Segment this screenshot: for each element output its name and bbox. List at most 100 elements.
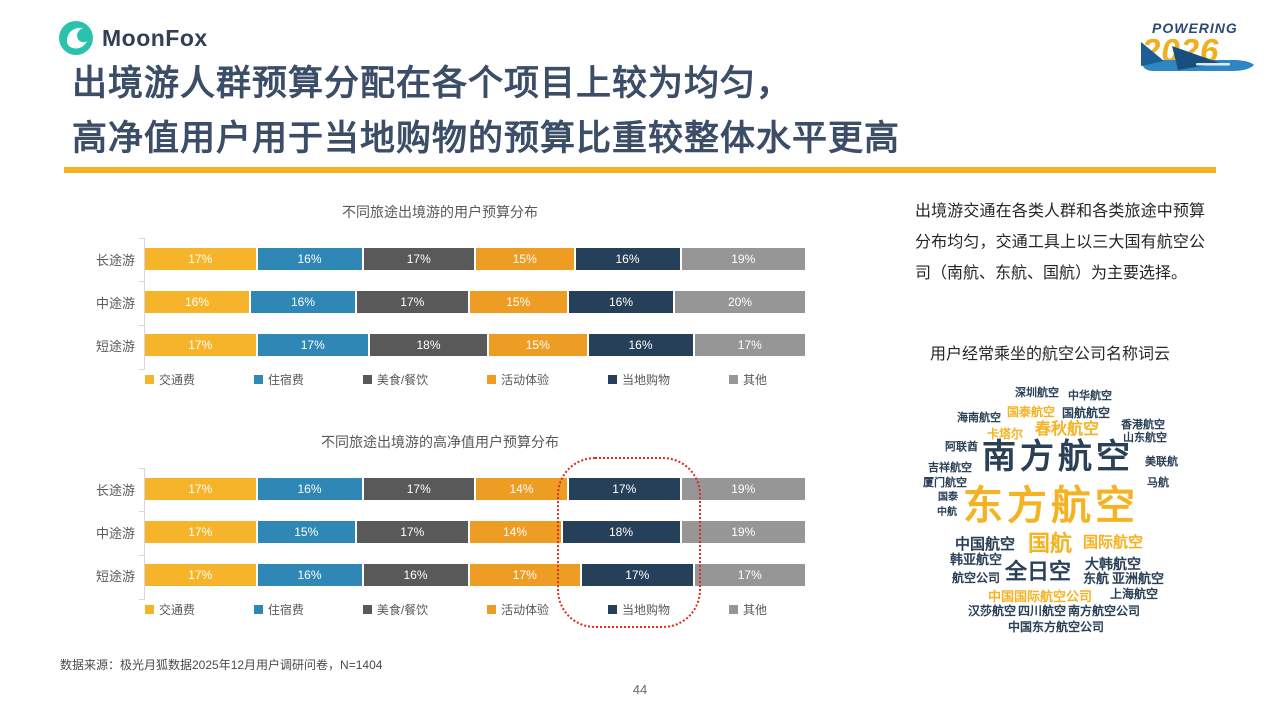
category-label: 中途游 — [95, 295, 135, 311]
bar-segment: 18% — [370, 334, 487, 356]
wordcloud-word: 航空公司 — [952, 571, 1001, 585]
legend-label: 活动体验 — [501, 603, 550, 617]
moonfox-wordmark: MoonFox — [102, 24, 208, 51]
legend-label: 其他 — [742, 373, 767, 387]
page-number: 44 — [632, 682, 648, 697]
legend-item: 美食/餐饮 — [362, 371, 428, 388]
bar-segment: 16% — [588, 334, 693, 356]
bar-segment: 17% — [569, 478, 680, 500]
bar-row: 长途游 17% 16% 17% 14% 17% 19% — [60, 478, 820, 500]
wordcloud-word: 中航 — [937, 507, 957, 518]
bar-segment: 16% — [569, 291, 673, 313]
legend-item: 当地购物 — [608, 371, 670, 388]
legend-swatch — [487, 375, 497, 384]
wordcloud-word: 国际航空 — [1083, 534, 1144, 551]
legend-item: 当地购物 — [608, 601, 670, 618]
bar-segment: 17% — [357, 521, 468, 543]
wordcloud-word: 中国航空 — [955, 536, 1016, 553]
wordcloud-word: 东方航空 — [963, 484, 1139, 528]
legend-swatch — [145, 375, 154, 384]
powering-2026-logo: POWERING 2026 — [1138, 16, 1258, 78]
legend-item: 住宿费 — [253, 601, 304, 618]
airplane-icon — [1141, 42, 1254, 71]
bar-segment: 15% — [489, 334, 587, 356]
category-label: 中途游 — [95, 525, 135, 541]
bar-track: 17% 16% 17% 14% 17% 19% — [145, 478, 805, 500]
bar-segment: 17% — [694, 334, 805, 356]
chart-hnw-budget: 不同旅途出境游的高净值用户预算分布 长途游 17% 16% 17% 14% 17% 19% 中… — [60, 430, 820, 622]
bar-segment: 17% — [145, 334, 256, 356]
bar-segment: 15% — [257, 521, 355, 543]
wordcloud-word: 国泰 — [938, 492, 958, 503]
legend-item: 活动体验 — [487, 601, 549, 618]
wordcloud-word: 大韩航空 — [1085, 556, 1141, 572]
bar-segment: 17% — [145, 564, 256, 586]
airline-wordcloud: 深圳航空 中华航空 国泰航空 国航航空 海南航空 卡塔尔 春秋航空 香港航空 山东航空 阿联酋 南方… — [905, 378, 1220, 640]
powering-text: POWERING — [1152, 20, 1238, 36]
bar-row: 中途游 17% 15% 17% 14% 18% 19% — [60, 521, 820, 543]
bar-segment: 16% — [257, 248, 362, 270]
legend-swatch — [608, 605, 618, 614]
legend: 交通费 住宿费 美食/餐饮 活动体验 当地购物 其他 — [145, 601, 767, 618]
wordcloud-word: 厦门航空 — [923, 477, 967, 489]
legend-item: 交通费 — [145, 601, 195, 618]
bar-row: 短途游 17% 17% 18% 15% 16% 17% — [60, 334, 820, 356]
bar-track: 17% 15% 17% 14% 18% 19% — [145, 521, 805, 543]
bar-track: 17% 17% 18% 15% 16% 17% — [145, 334, 805, 356]
legend-swatch — [362, 605, 372, 614]
wordcloud-word: 四川航空 — [1018, 604, 1067, 618]
legend-item: 住宿费 — [253, 371, 304, 388]
bar-segment: 16% — [251, 291, 355, 313]
wordcloud-word: 卡塔尔 — [987, 427, 1024, 441]
wordcloud-word: 上海航空 — [1110, 587, 1159, 601]
bar-row: 短途游 17% 16% 16% 17% 17% 17% — [60, 564, 820, 586]
bar-segment: 17% — [357, 291, 468, 313]
bar-segment: 17% — [145, 248, 256, 270]
bar-segment: 17% — [469, 564, 580, 586]
legend-label: 住宿费 — [267, 373, 304, 387]
legend-label: 住宿费 — [267, 603, 304, 617]
legend-swatch — [362, 375, 372, 384]
legend-label: 当地购物 — [622, 603, 671, 617]
bar-segment: 17% — [582, 564, 693, 586]
wordcloud-word: 深圳航空 — [1015, 387, 1059, 399]
bar-track: 17% 16% 16% 17% 17% 17% — [145, 564, 805, 586]
wordcloud-word: 国泰航空 — [1007, 405, 1056, 419]
wordcloud-word: 国航航空 — [1062, 406, 1111, 420]
bar-segment: 16% — [257, 478, 362, 500]
bar-segment: 17% — [145, 478, 256, 500]
wordcloud-word: 汉莎航空 — [968, 604, 1017, 618]
moonfox-logo: MoonFox — [58, 20, 208, 56]
wordcloud-word: 南方航空 — [982, 438, 1134, 476]
bar-segment: 16% — [575, 248, 680, 270]
category-label: 长途游 — [95, 482, 135, 498]
bar-track: 16% 16% 17% 15% 16% 20% — [145, 291, 805, 313]
insight-text: 出境游交通在各类人群和各类旅途中预算分布均匀，交通工具上以三大国有航空公司（南航… — [915, 203, 1205, 282]
bar-segment: 17% — [363, 478, 474, 500]
bar-row: 中途游 16% 16% 17% 15% 16% 20% — [60, 291, 820, 313]
wordcloud-word: 海南航空 — [957, 412, 1001, 424]
highlight-outline — [557, 457, 701, 628]
wordcloud-word: 韩亚航空 — [950, 552, 1003, 567]
bar-segment: 14% — [469, 521, 561, 543]
wordcloud-word: 阿联酋 — [945, 441, 978, 453]
bar-segment: 15% — [476, 248, 574, 270]
wordcloud-word: 国航 — [1028, 531, 1073, 556]
legend-swatch — [487, 605, 497, 614]
bar-segment: 18% — [562, 521, 680, 543]
wordcloud-word: 亚洲航空 — [1112, 571, 1165, 586]
legend-swatch — [253, 375, 263, 384]
legend-label: 美食/餐饮 — [376, 603, 429, 617]
bar-row: 长途游 17% 16% 17% 15% 16% 19% — [60, 248, 820, 270]
legend-item: 美食/餐饮 — [362, 601, 429, 618]
bar-segment: 17% — [694, 564, 805, 586]
chart-title: 不同旅途出境游的高净值用户预算分布 — [321, 434, 559, 450]
category-label: 短途游 — [95, 568, 135, 584]
page-title-line1: 出境游人群预算分配在各个项目上较为均匀， — [72, 64, 793, 103]
legend: 交通费 住宿费 美食/餐饮 活动体验 当地购物 其他 — [145, 371, 767, 388]
data-source: 数据来源：极光月狐数据2025年12月用户调研问卷，N=1404 — [60, 658, 383, 672]
legend-item: 交通费 — [145, 371, 195, 388]
legend-item: 其他 — [728, 601, 767, 618]
chart-title: 不同旅途出境游的用户预算分布 — [342, 204, 538, 220]
legend-label: 当地购物 — [622, 373, 671, 387]
